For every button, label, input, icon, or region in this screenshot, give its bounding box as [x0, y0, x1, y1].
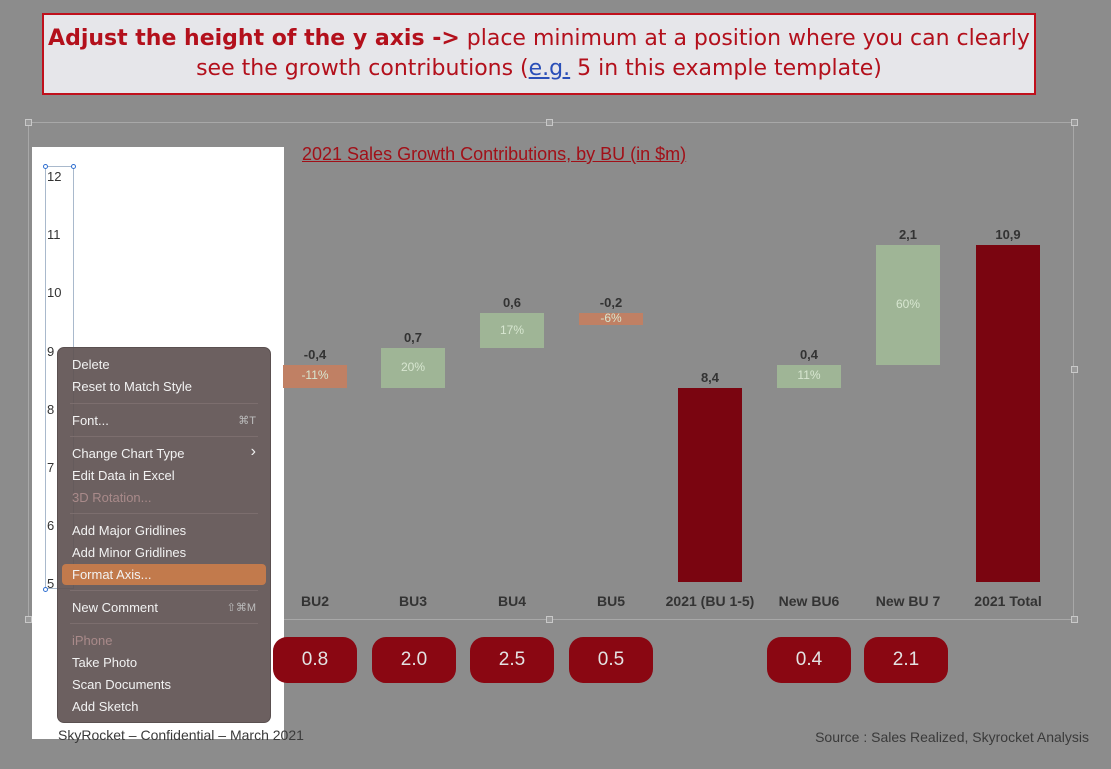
x-axis-label: BU4	[497, 593, 526, 609]
instruction-banner: Adjust the height of the y axis -> place…	[42, 13, 1036, 95]
resize-handle-tl[interactable]	[25, 119, 32, 126]
resize-handle-mr[interactable]	[1071, 366, 1078, 373]
menu-item-change-chart-type[interactable]: Change Chart Type	[72, 446, 185, 461]
chart-bar[interactable]	[777, 364, 841, 388]
x-axis-label: BU2	[300, 593, 329, 609]
menu-separator	[70, 623, 258, 624]
bar-value-label: 8,4	[700, 369, 720, 385]
banner-bold: Adjust the height of the y axis ->	[48, 26, 460, 51]
font-shortcut: ⌘T	[238, 415, 256, 427]
menu-item-major-gridlines[interactable]: Add Major Gridlines	[72, 523, 187, 538]
value-pill: 0.4	[767, 637, 851, 683]
bar-value-label: 0,6	[502, 295, 522, 311]
value-pill: 0.5	[569, 637, 653, 683]
chart-bar[interactable]	[876, 244, 940, 365]
y-tick-label: 8	[47, 401, 55, 417]
y-tick-label: 5	[47, 576, 55, 592]
menu-item-format-axis[interactable]: Format Axis...	[72, 567, 152, 582]
comment-shortcut: ⇧⌘M	[226, 602, 256, 614]
banner-text-2: 5 in this example template)	[570, 56, 882, 81]
context-menu: Delete Reset to Match Style Font... ⌘T C…	[57, 347, 271, 723]
x-axis-label: BU3	[398, 593, 427, 609]
bar-value-label: 0,7	[403, 329, 423, 345]
bar-value-label: 10,9	[995, 226, 1021, 242]
resize-handle-bl[interactable]	[25, 616, 32, 623]
menu-item-scan-documents[interactable]: Scan Documents	[72, 677, 171, 692]
menu-item-delete[interactable]: Delete	[72, 357, 110, 372]
value-pill: 2.5	[470, 637, 554, 683]
bar-value-label: -0,2	[599, 295, 623, 311]
resize-handle-tr[interactable]	[1071, 119, 1078, 126]
bar-value-label: 2,1	[898, 226, 918, 242]
banner-link[interactable]: e.g.	[528, 56, 571, 81]
bar-percent-label: 11%	[797, 368, 821, 383]
y-tick-label: 12	[47, 169, 62, 184]
x-axis-label: BU5	[596, 593, 625, 609]
menu-separator	[70, 513, 258, 514]
chart-bar[interactable]	[381, 347, 445, 388]
menu-highlight	[62, 564, 266, 585]
menu-item-new-comment[interactable]: New Comment	[72, 600, 158, 615]
y-tick-label: 6	[47, 518, 55, 534]
chevron-right-icon: ›	[250, 443, 256, 460]
x-axis-label: New BU 7	[875, 593, 941, 609]
chart-title[interactable]: 2021 Sales Growth Contributions, by BU (…	[302, 144, 687, 164]
chart-bar[interactable]	[678, 387, 742, 582]
value-pill: 2.0	[372, 637, 456, 683]
y-tick-label: 10	[47, 285, 62, 301]
chart-bar[interactable]	[976, 244, 1040, 582]
banner-text-1: place minimum at a position where you ca…	[196, 26, 1030, 81]
menu-item-font[interactable]: Font...	[72, 413, 109, 428]
menu-separator	[70, 590, 258, 591]
y-tick-label: 9	[47, 343, 55, 359]
y-axis-handle-top-right[interactable]	[71, 164, 76, 169]
chart-bar[interactable]	[480, 313, 544, 348]
menu-separator	[70, 436, 258, 437]
chart-bar[interactable]	[579, 313, 643, 325]
y-tick-label: 7	[47, 460, 55, 475]
menu-item-reset-style[interactable]: Reset to Match Style	[72, 379, 192, 394]
y-axis-handle-bottom-left[interactable]	[43, 587, 48, 592]
bar-percent-label: 20%	[400, 359, 426, 374]
bar-percent-label: 17%	[499, 322, 525, 337]
value-pill: 2.1	[864, 637, 948, 683]
chart-bar[interactable]	[283, 364, 347, 388]
bar-value-label: -0,4	[303, 346, 327, 362]
value-pill: 0.8	[273, 637, 357, 683]
menu-item-add-sketch[interactable]: Add Sketch	[72, 699, 139, 714]
footer-confidential: SkyRocket – Confidential – March 2021	[58, 727, 304, 743]
menu-separator	[70, 403, 258, 404]
y-axis-handle-top-left[interactable]	[43, 164, 48, 169]
menu-item-take-photo[interactable]: Take Photo	[72, 655, 138, 670]
menu-item-minor-gridlines[interactable]: Add Minor Gridlines	[72, 545, 187, 560]
bar-percent-label: 60%	[895, 296, 921, 311]
x-axis-label: 2021 Total	[974, 593, 1042, 609]
footer-source: Source : Sales Realized, Skyrocket Analy…	[815, 729, 1089, 745]
menu-header-iphone: iPhone	[72, 633, 113, 648]
menu-item-edit-data[interactable]: Edit Data in Excel	[72, 468, 175, 483]
x-axis-label: 2021 (BU 1-5)	[665, 593, 755, 609]
y-tick-label: 11	[47, 227, 61, 243]
resize-handle-bc[interactable]	[546, 616, 553, 623]
x-axis-label: New BU6	[778, 593, 840, 609]
menu-item-3d-rotation: 3D Rotation...	[72, 490, 152, 505]
resize-handle-br[interactable]	[1071, 616, 1078, 623]
bar-value-label: 0,4	[799, 346, 819, 362]
bar-percent-label: -6%	[600, 311, 622, 326]
resize-handle-tc[interactable]	[546, 119, 553, 126]
bar-percent-label: -11%	[301, 368, 329, 383]
